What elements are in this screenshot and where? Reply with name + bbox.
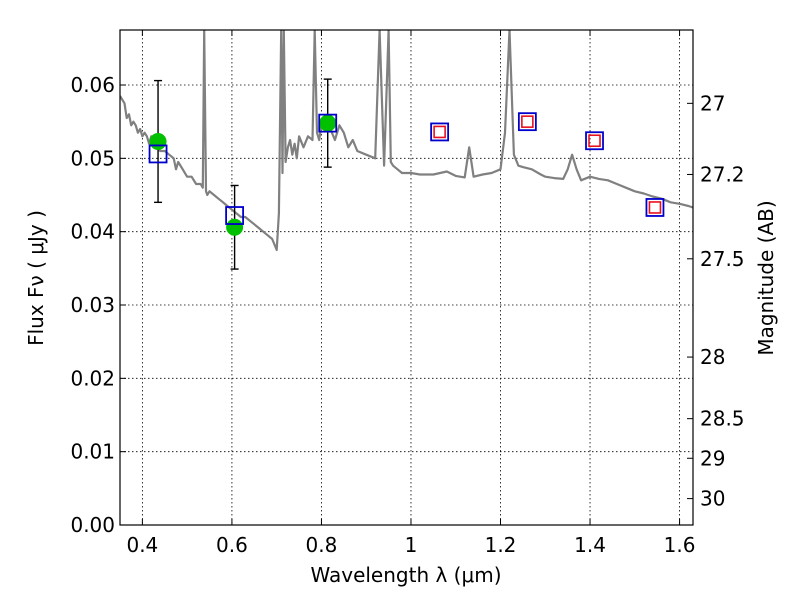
model-band-square — [225, 206, 245, 225]
photometry-point — [319, 114, 337, 132]
model-band-square-inner — [521, 115, 534, 128]
right-tick-label: 28 — [700, 345, 725, 369]
y-tick-label: 0.04 — [70, 220, 115, 244]
model-band-square — [318, 113, 338, 133]
model-band-square — [430, 122, 450, 142]
y-tick-label: 0.02 — [70, 366, 115, 390]
plot-frame — [119, 29, 694, 526]
x-tick-label: 0.4 — [126, 533, 158, 557]
y-tick-label: 0.00 — [70, 513, 115, 537]
photometry-point — [149, 132, 167, 150]
x-axis-title: Wavelength λ (μm) — [310, 563, 501, 587]
right-tick-label: 30 — [700, 487, 725, 511]
x-tick-label: 0.8 — [306, 533, 338, 557]
right-tick-label: 27 — [700, 91, 725, 115]
x-tick-label: 1 — [405, 533, 418, 557]
y-axis-title: Flux Fν ( μJy ) — [24, 210, 48, 346]
model-band-square — [645, 198, 665, 217]
x-tick-label: 1.4 — [574, 533, 606, 557]
model-band-square — [585, 131, 604, 151]
x-tick-label: 1.2 — [485, 533, 517, 557]
plot-series — [120, 30, 693, 270]
model-band-square — [517, 112, 537, 132]
axis-ticks: 0.4 0.6 0.8 1 1.2 1.4 1.6 0.00 0.01 0.02 0.03 0.04 0… — [70, 30, 745, 557]
right-tick-label: 28.5 — [700, 407, 745, 431]
model-band-square-inner — [433, 125, 446, 139]
model-band-square — [148, 144, 168, 164]
sed-model-line — [120, 30, 693, 252]
model-band-square-inner — [588, 134, 601, 148]
right-tick-label: 27.2 — [700, 162, 745, 186]
x-tick-label: 1.6 — [664, 533, 696, 557]
right-axis-title: Magnitude (AB) — [754, 200, 778, 355]
model-band-square-inner — [648, 201, 662, 214]
right-tick-label: 29 — [700, 446, 725, 470]
y-tick-label: 0.05 — [70, 146, 115, 170]
photometry-point — [226, 218, 244, 236]
y-tick-label: 0.03 — [70, 293, 115, 317]
right-tick-label: 27.5 — [700, 247, 745, 271]
y-tick-label: 0.01 — [70, 440, 115, 464]
y-tick-label: 0.06 — [70, 73, 115, 97]
x-tick-label: 0.6 — [216, 533, 248, 557]
